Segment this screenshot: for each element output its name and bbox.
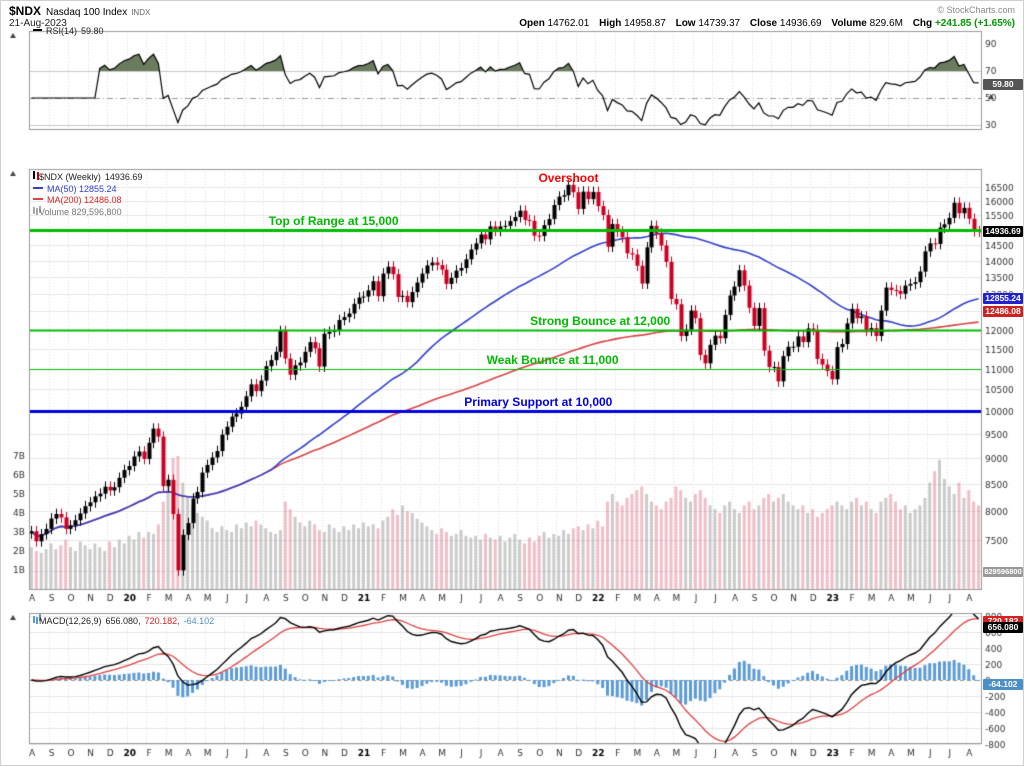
macd-bars-icon (33, 616, 35, 623)
ma200-legend-text: MA(200) 12486.08 (47, 195, 122, 205)
volume-value-box: 829596800 (983, 567, 1023, 578)
high-label: High (599, 18, 622, 29)
volume-legend-text: Volume 829,596,800 (39, 206, 122, 217)
symbol: $NDX (9, 4, 42, 18)
macd-hist-box: -64.102 (983, 679, 1023, 691)
ma200-value-box: 12486.08 (983, 305, 1023, 318)
main-legend-close: 14936.69 (104, 172, 143, 182)
close-label: Close (749, 18, 778, 29)
main-legend-symbol-row: $NDX (Weekly) 14936.69 (33, 171, 142, 184)
ma50-legend-text: MA(50) 12855.24 (47, 183, 117, 194)
low-label: Low (675, 18, 696, 29)
ann-weak-bounce: Weak Bounce at 11,000 (486, 352, 619, 367)
macd-legend-label: MACD(12,26,9) (39, 616, 102, 626)
ann-overshoot: Overshoot (538, 171, 599, 185)
watermark: © StockCharts.com (937, 5, 1015, 15)
volume-bars-icon (33, 206, 35, 214)
rsi-line-icon (33, 29, 42, 31)
ma200-legend: MA(200) 12486.08 (33, 195, 142, 207)
macd-legend-signal: 720.182, (144, 616, 180, 626)
candlestick-icon (33, 171, 35, 179)
quote-bar: Open 14762.01 High 14958.87 Low 14739.37… (512, 18, 1015, 29)
main-legend-symbol: $NDX (Weekly) (39, 172, 101, 182)
open-value: 14762.01 (547, 18, 590, 29)
chg-value: +241.85 (+1.65%) (934, 18, 1015, 29)
macd-legend: MACD(12,26,9) 656.080, 720.182, -64.102 (33, 616, 214, 628)
macd-legend-hist: -64.102 (183, 616, 215, 626)
volume-legend: Volume 829,596,800 (33, 206, 142, 219)
high-value: 14958.87 (624, 18, 666, 29)
chg-label: Chg (912, 18, 933, 29)
ma200-line-icon (33, 198, 43, 200)
volume-value: 829.6M (869, 18, 903, 29)
macd-value-box: 656.080 (983, 621, 1023, 633)
rsi-value-box: 59.80 (983, 78, 1023, 91)
open-label: Open (519, 18, 545, 29)
rsi-legend-label: RSI(14) (46, 26, 78, 36)
exchange: INDX (131, 8, 151, 17)
ann-primary-support: Primary Support at 10,000 (464, 395, 613, 410)
rsi-legend-value: 59.80 (81, 26, 104, 36)
ma50-line-icon (33, 186, 43, 189)
symbol-name: Nasdaq 100 Index (46, 7, 128, 18)
volume-label: Volume (831, 18, 867, 29)
rsi-legend: RSI(14) 59.80 (33, 26, 104, 38)
chart-date: 21-Aug-2023 (9, 18, 67, 29)
macd-legend-macd: 656.080, (105, 616, 141, 626)
ann-strong-bounce: Strong Bounce at 12,000 (530, 313, 671, 328)
close-value: 14936.69 (779, 18, 822, 29)
low-value: 14739.37 (698, 18, 741, 29)
last-price-box: 14936.69 (983, 225, 1023, 237)
ma50-value-box: 12855.24 (983, 292, 1023, 305)
ma50-legend: MA(50) 12855.24 (33, 184, 142, 196)
ann-top-range: Top of Range at 15,000 (268, 213, 399, 228)
main-legend: $NDX (Weekly) 14936.69 MA(50) 12855.24 MA… (33, 171, 142, 218)
chart-header: $NDX Nasdaq 100 Index INDX (9, 4, 150, 18)
